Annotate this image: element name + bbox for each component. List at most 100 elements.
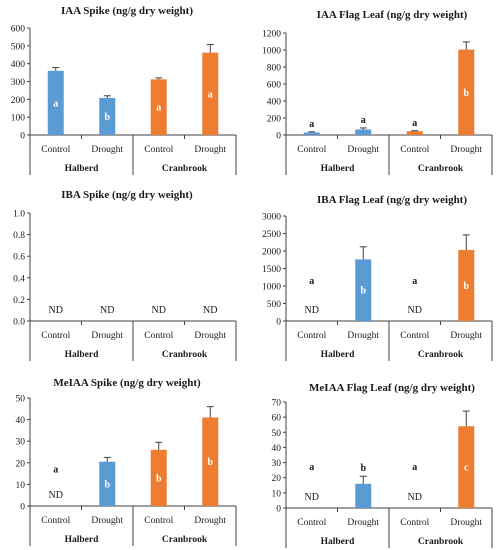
category-label: Control: [144, 516, 173, 526]
category-label: Control: [41, 145, 70, 155]
group-label: Cranbrook: [162, 535, 208, 545]
category-label: Control: [297, 518, 326, 528]
y-tick-label: 0.4: [13, 274, 25, 284]
y-tick-label: 70: [272, 399, 282, 409]
category-label: Drought: [347, 331, 379, 341]
category-label: Drought: [91, 516, 123, 526]
y-tick-label: 400: [267, 98, 282, 108]
significance-letter: b: [207, 457, 213, 468]
not-detected-label: ND: [49, 305, 63, 316]
significance-letter: a: [361, 115, 366, 126]
bar: [458, 426, 475, 508]
y-tick-label: 1.0: [13, 210, 25, 220]
y-tick-label: 200: [267, 115, 282, 125]
bar: [355, 483, 372, 508]
y-tick-label: 200: [11, 96, 26, 106]
category-label: Control: [400, 145, 429, 155]
significance-letter: a: [309, 119, 314, 130]
y-tick-label: 300: [11, 78, 26, 88]
panel-title: MeIAA Spike (ng/g dry weight): [53, 377, 201, 389]
category-label: Drought: [450, 331, 482, 341]
y-tick-label: 50: [16, 395, 26, 405]
y-tick-label: 2000: [262, 248, 281, 258]
category-label: Control: [297, 145, 326, 155]
y-tick-label: 40: [272, 444, 282, 454]
bar: [355, 129, 372, 135]
significance-letter: b: [463, 88, 469, 99]
y-tick-label: 0: [276, 505, 281, 515]
significance-letter: a: [53, 464, 58, 475]
not-detected-label: ND: [305, 305, 319, 316]
y-tick-label: 0: [20, 503, 25, 513]
significance-letter: a: [412, 462, 417, 473]
category-label: Control: [400, 518, 429, 528]
bar: [458, 249, 475, 321]
category-label: Drought: [91, 331, 123, 341]
y-tick-label: 0: [276, 132, 281, 142]
group-label: Cranbrook: [418, 350, 464, 360]
category-label: Drought: [194, 145, 226, 155]
panel-title: MeIAA Flag Leaf (ng/g dry weight): [309, 382, 475, 394]
significance-letter: a: [309, 462, 314, 473]
panel-5: MeIAA Spike (ng/g dry weight) 0 10 20 30 40 50…: [16, 377, 237, 546]
significance-letter: b: [156, 473, 162, 484]
panel-4: IBA Flag Leaf (ng/g dry weight) 0 500 1000 1…: [262, 194, 493, 361]
category-label: Drought: [347, 145, 379, 155]
not-detected-label: ND: [49, 490, 63, 501]
category-label: Control: [144, 145, 173, 155]
y-tick-label: 3000: [262, 213, 281, 223]
y-tick-label: 60: [272, 414, 282, 424]
significance-letter: b: [360, 463, 366, 474]
significance-letter: a: [412, 276, 417, 287]
bar: [303, 132, 320, 135]
y-tick-label: 50: [272, 429, 282, 439]
bar: [99, 97, 116, 135]
category-label: Drought: [347, 518, 379, 528]
significance-letter: c: [464, 463, 469, 474]
y-tick-label: 400: [11, 60, 26, 70]
panel-title: IAA Flag Leaf (ng/g dry weight): [317, 9, 468, 21]
y-tick-label: 800: [267, 64, 282, 74]
y-tick-label: 0.6: [13, 253, 25, 263]
bar: [355, 259, 372, 321]
category-label: Control: [41, 331, 70, 341]
y-tick-label: 0: [20, 132, 25, 142]
category-label: Drought: [450, 145, 482, 155]
panel-title: IBA Flag Leaf (ng/g dry weight): [317, 194, 467, 206]
not-detected-label: ND: [152, 305, 166, 316]
significance-letter: a: [208, 89, 213, 100]
category-label: Drought: [194, 331, 226, 341]
y-tick-label: 1000: [262, 283, 281, 293]
panel-3: IBA Spike (ng/g dry weight) 0.0 0.2 0.4 0.6 0…: [13, 189, 237, 361]
group-label: Halberd: [321, 350, 355, 360]
y-tick-label: 1200: [262, 30, 281, 40]
category-label: Control: [400, 331, 429, 341]
y-tick-label: 0.8: [13, 231, 25, 241]
y-tick-label: 0.0: [13, 318, 25, 328]
y-tick-label: 600: [11, 25, 26, 35]
group-label: Cranbrook: [418, 164, 464, 174]
significance-letter: a: [309, 276, 314, 287]
not-detected-label: ND: [408, 305, 422, 316]
panel-title: IAA Spike (ng/g dry weight): [61, 5, 193, 17]
category-label: Drought: [450, 518, 482, 528]
significance-letter: b: [360, 286, 366, 297]
category-label: Control: [41, 516, 70, 526]
category-label: Drought: [91, 145, 123, 155]
group-label: Halberd: [321, 164, 355, 174]
y-tick-label: 2500: [262, 230, 281, 240]
panel-1: IAA Spike (ng/g dry weight) 0 100 200 300 400…: [11, 5, 237, 175]
group-label: Halberd: [65, 164, 99, 174]
significance-letter: a: [156, 103, 161, 114]
bar: [99, 461, 116, 506]
y-tick-label: 10: [272, 489, 282, 499]
y-tick-label: 500: [11, 42, 26, 52]
not-detected-label: ND: [305, 492, 319, 503]
y-tick-label: 0: [276, 318, 281, 328]
group-label: Cranbrook: [162, 350, 208, 360]
significance-letter: b: [104, 112, 110, 123]
group-label: Halberd: [321, 537, 355, 547]
category-label: Drought: [194, 516, 226, 526]
not-detected-label: ND: [100, 305, 114, 316]
